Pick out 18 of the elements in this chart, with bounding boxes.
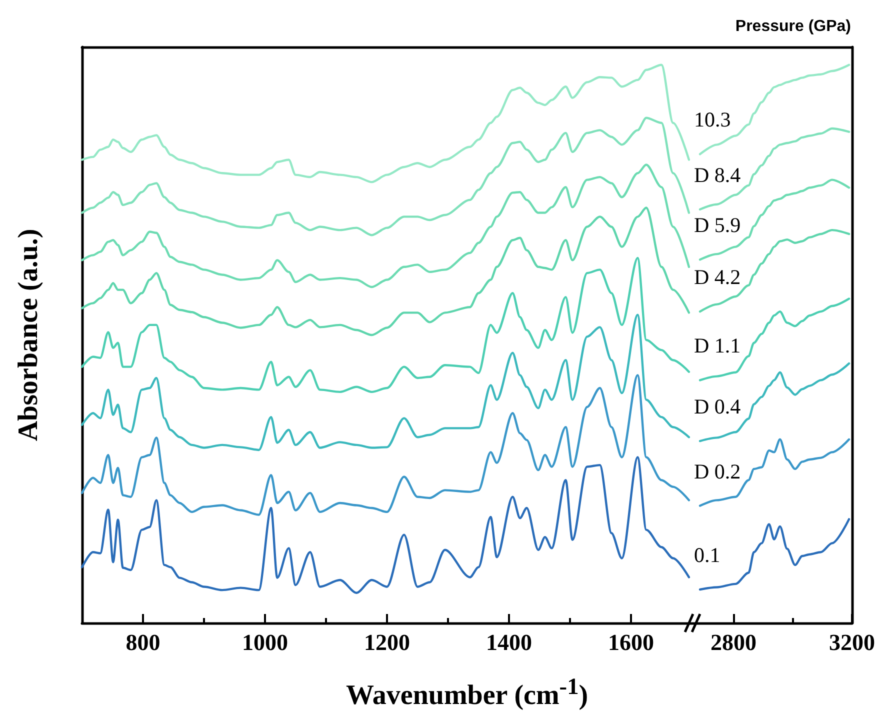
x-axis-title: Wavenumber (cm$^{-1}$)	[346, 674, 588, 712]
series-label: D 8.4	[694, 162, 742, 187]
series-label: D 0.2	[694, 459, 741, 484]
series-label: 0.1	[694, 543, 720, 568]
legend-title: Pressure (GPa)	[735, 18, 851, 36]
x-tick-label: 800	[126, 630, 160, 655]
series-label: D 5.9	[694, 213, 741, 238]
x-tick-label: 2800	[710, 630, 756, 655]
x-tick-label: 1000	[242, 630, 288, 655]
series-label: D 0.4	[694, 394, 742, 419]
series-label: 10.3	[694, 108, 731, 132]
series-label: D 1.1	[694, 334, 741, 358]
series-label: D 4.2	[694, 265, 741, 290]
x-tick-label: 3200	[829, 630, 875, 655]
x-tick-label: 1400	[486, 630, 532, 655]
x-tick-label: 1200	[364, 630, 410, 655]
y-axis-title: Absorbance (a.u.)	[13, 228, 45, 442]
x-tick-label: 1600	[608, 630, 654, 655]
